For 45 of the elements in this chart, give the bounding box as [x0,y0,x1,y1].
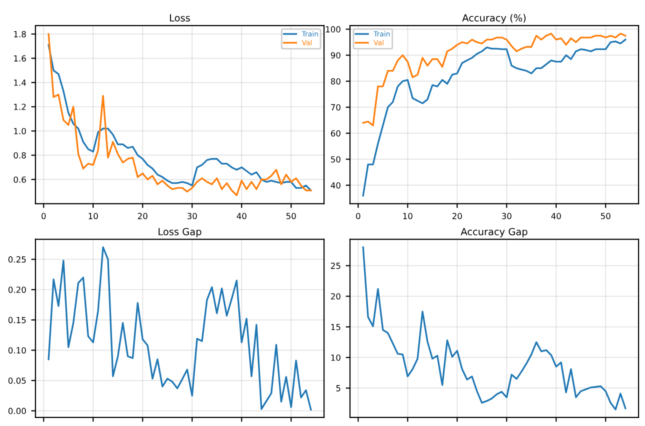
y-tick-label: 0.20 [8,286,26,293]
x-tick-label: 20 [452,212,462,220]
y-tick-label: 0.05 [8,378,26,384]
y-tick-label: 40 [330,182,340,189]
y-tick-label: 1.2 [14,104,26,110]
x-tick-label: 10 [88,212,98,220]
y-tick-label: 25 [330,262,340,269]
x-tick-label: 50 [600,212,610,220]
y-tick-label: 0.6 [14,176,26,183]
x-tick-label: 0 [42,212,46,220]
y-tick-label: 20 [330,293,340,300]
x-tick-label: 10 [403,212,412,220]
x-tick-label: 30 [187,212,197,220]
y-tick-label: 0.15 [8,316,26,324]
chart-title: Loss Gap [158,228,202,238]
x-tick-label: 50 [286,212,296,220]
line-series [362,38,626,196]
y-tick-label: 0.00 [8,408,26,414]
y-tick-label: 1.0 [14,128,26,134]
y-tick-label: 90 [330,52,340,58]
y-tick-label: 70 [331,104,340,111]
x-tick-label: 40 [236,212,246,220]
y-tick-label: 1.8 [14,31,26,38]
y-tick-label: 0.10 [8,347,26,354]
line-series [48,246,312,410]
chart-title: Accuracy Gap [460,228,528,238]
y-tick-label: 1.6 [14,55,26,62]
line-series [362,32,626,126]
line-series [362,246,626,410]
chart-title: Accuracy (%) [462,14,526,24]
x-tick-label: 20 [138,212,148,220]
y-tick-label: 0.25 [8,256,26,263]
y-tick-label: 50 [331,156,340,163]
y-tick-label: 80 [330,78,340,84]
x-tick-label: 0 [356,212,360,220]
y-tick-label: 0.8 [14,152,26,159]
y-tick-label: 100 [326,26,340,32]
y-tick-label: 15 [331,324,340,330]
x-tick-label: 30 [502,212,512,220]
chart-title: Loss [170,14,190,22]
y-tick-label: 5 [336,385,340,392]
y-tick-label: 1.4 [14,80,26,86]
y-tick-label: 60 [330,130,340,137]
y-tick-label: 10 [331,354,340,361]
x-tick-label: 40 [551,212,561,220]
